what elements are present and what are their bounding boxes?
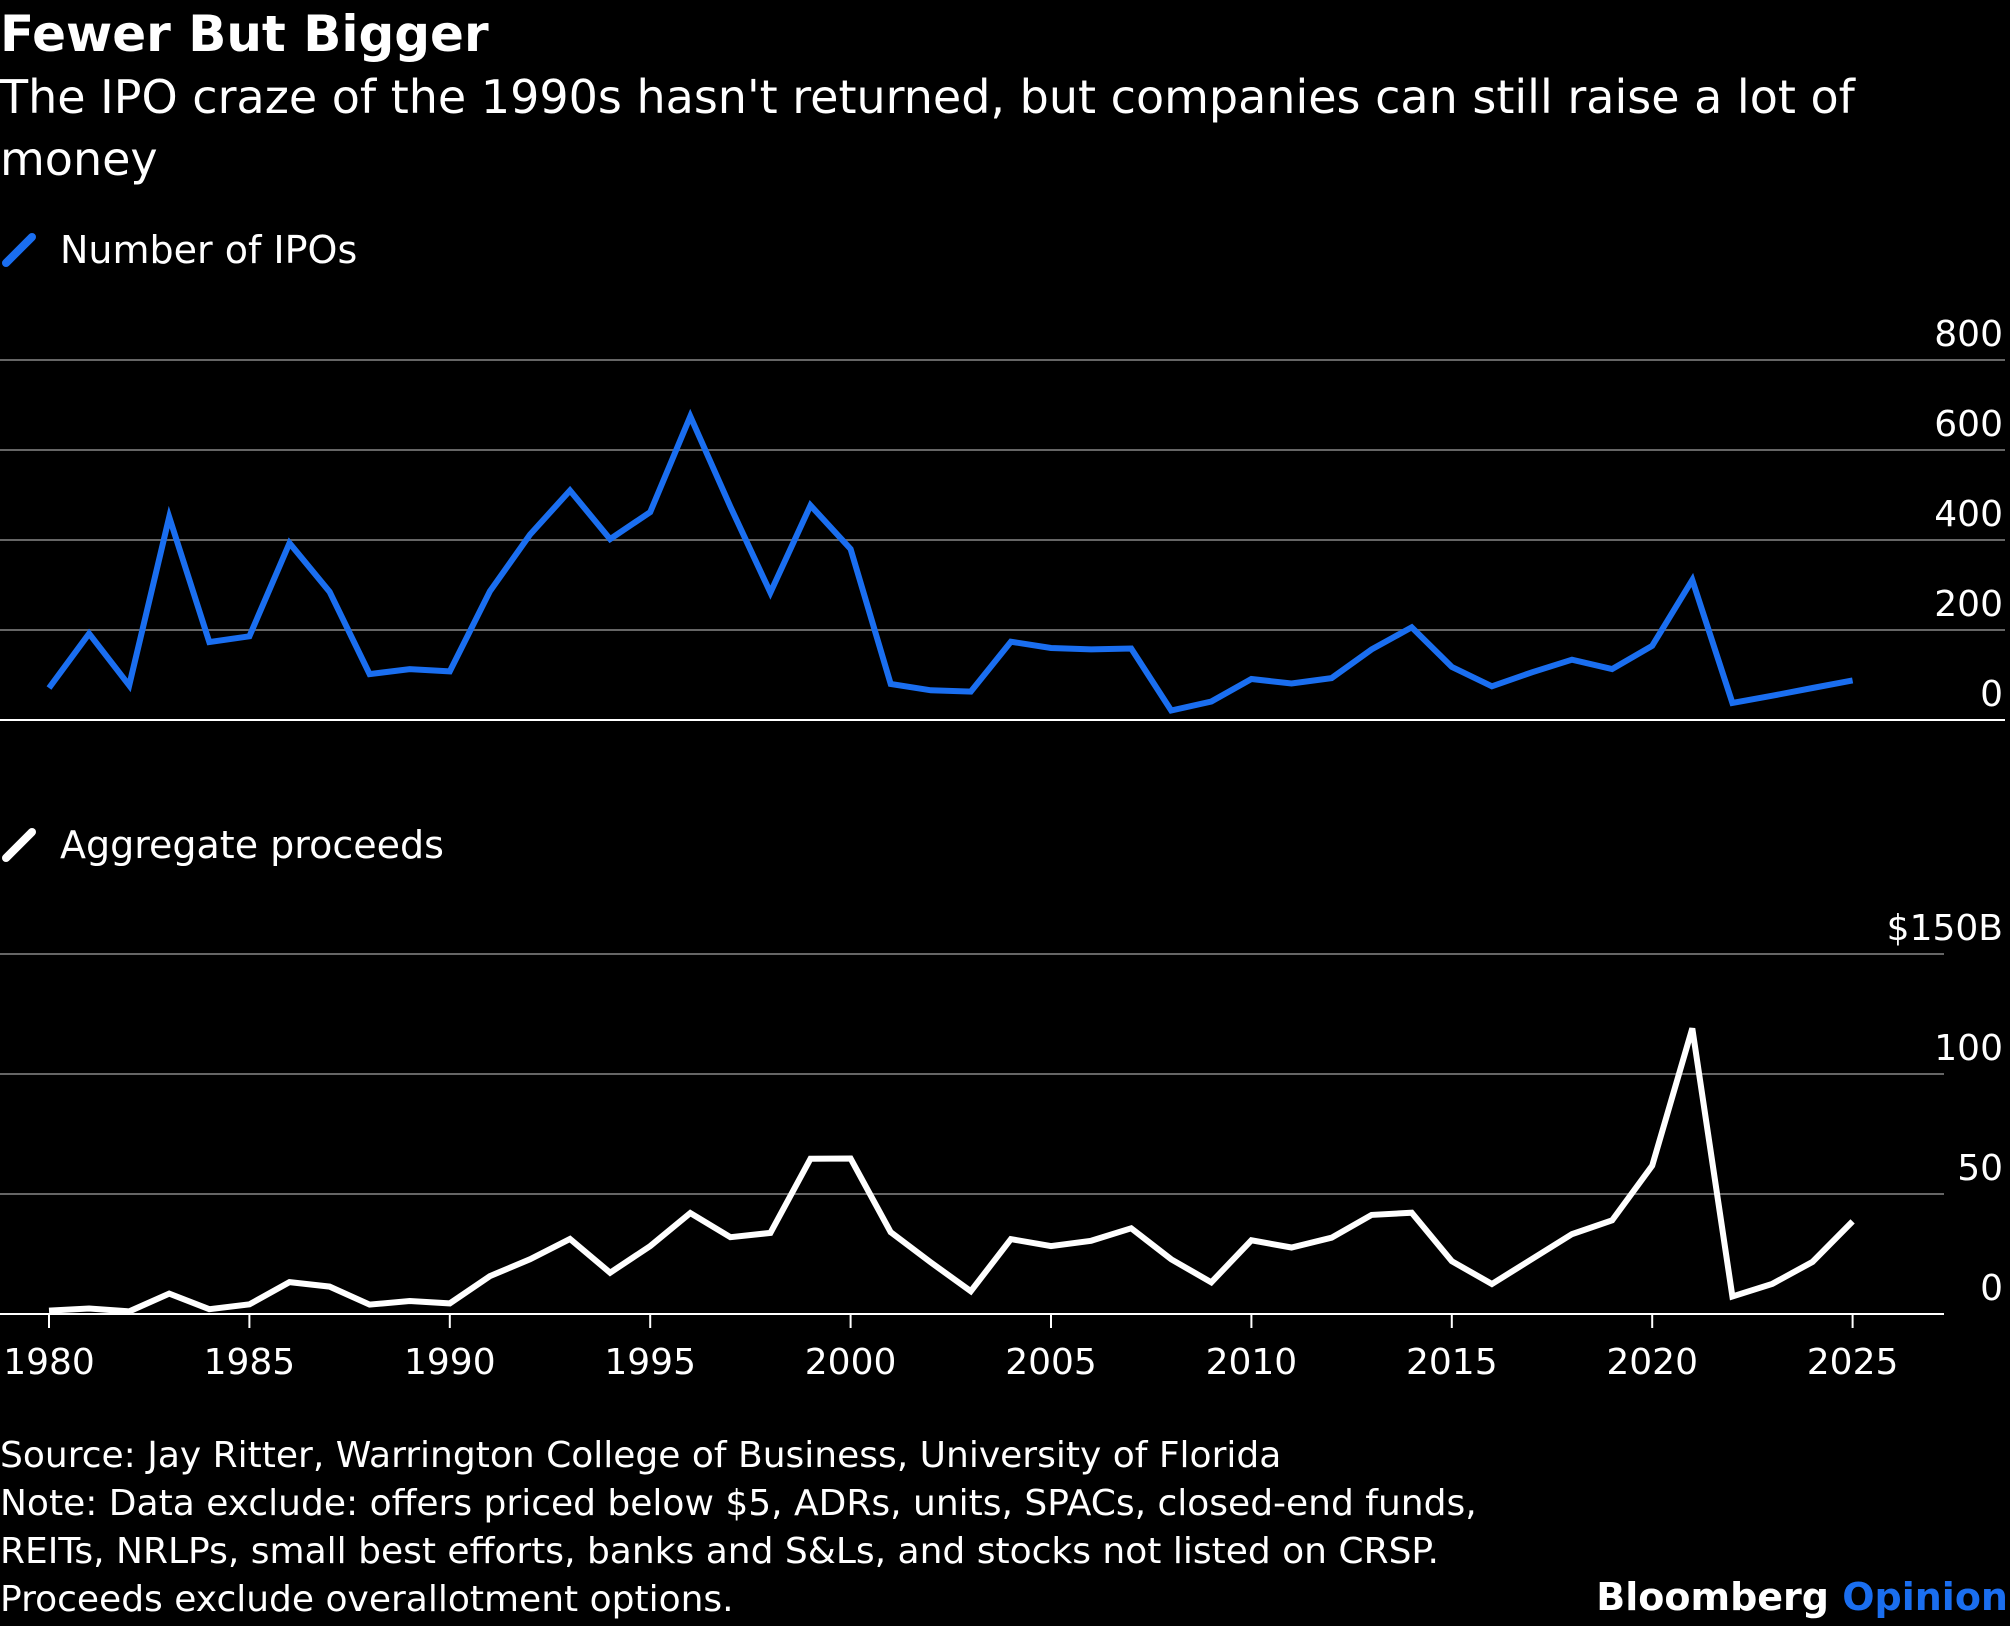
- legend-number-of-ipos: Number of IPOs: [0, 225, 357, 275]
- y-tick-label-proceeds-100: 100: [1934, 1028, 2003, 1069]
- legend-label-aggregate-proceeds: Aggregate proceeds: [60, 823, 444, 867]
- blue-line-swatch-icon: [2, 233, 36, 267]
- x-tick-label-2000: 2000: [805, 1342, 897, 1383]
- y-tick-label-proceeds-50: 50: [1957, 1148, 2003, 1189]
- series-line-proceeds: [48, 1027, 1855, 1315]
- x-tick-label-1980: 1980: [3, 1342, 95, 1383]
- chart-panel-aggregate-proceeds: 0 50 100 $150B: [0, 908, 2003, 1315]
- x-tick-label-2005: 2005: [1005, 1342, 1097, 1383]
- x-tick-label-2010: 2010: [1206, 1342, 1298, 1383]
- y-tick-label-ipos-200: 200: [1934, 584, 2003, 625]
- y-tick-label-ipos-0: 0: [1980, 674, 2003, 715]
- y-tick-label-proceeds-150: $150B: [1887, 908, 2003, 949]
- x-tick-label-1985: 1985: [204, 1342, 296, 1383]
- y-tick-label-ipos-400: 400: [1934, 494, 2003, 535]
- footer-notes: Source: Jay Ritter, Warrington College o…: [0, 1432, 1477, 1624]
- source-note: Source: Jay Ritter, Warrington College o…: [0, 1435, 1282, 1476]
- x-axis: 1980 1985 1990 1995 2000 2005 2010 2015 2020 2025: [3, 1314, 1898, 1383]
- series-line-ipos: [46, 408, 1854, 714]
- exclusion-note-line-2: REITs, NRLPs, small best efforts, banks …: [0, 1531, 1439, 1572]
- x-tick-label-1990: 1990: [404, 1342, 496, 1383]
- legend-aggregate-proceeds: Aggregate proceeds: [0, 820, 444, 870]
- chart-title: Fewer But Bigger: [0, 5, 489, 63]
- x-tick-label-2020: 2020: [1606, 1342, 1698, 1383]
- x-tick-label-2025: 2025: [1807, 1342, 1899, 1383]
- brand-logo: Bloomberg Opinion: [1596, 1572, 2008, 1622]
- legend-label-number-of-ipos: Number of IPOs: [60, 228, 358, 272]
- brand-name: Bloomberg: [1596, 1575, 1829, 1619]
- brand-product: Opinion: [1842, 1575, 2008, 1619]
- y-tick-label-proceeds-0: 0: [1980, 1268, 2003, 1309]
- x-tick-label-2015: 2015: [1406, 1342, 1498, 1383]
- white-line-swatch-icon: [2, 828, 36, 862]
- y-tick-label-ipos-800: 800: [1934, 314, 2003, 355]
- exclusion-note-line-3: Proceeds exclude overallotment options.: [0, 1579, 734, 1620]
- y-tick-label-ipos-600: 600: [1934, 404, 2003, 445]
- exclusion-note-line-1: Note: Data exclude: offers priced below …: [0, 1483, 1477, 1524]
- chart-subtitle: The IPO craze of the 1990s hasn't return…: [0, 70, 1855, 186]
- x-tick-label-1995: 1995: [604, 1342, 696, 1383]
- chart-panel-number-of-ipos: 0 200 400 600 800: [0, 314, 2005, 721]
